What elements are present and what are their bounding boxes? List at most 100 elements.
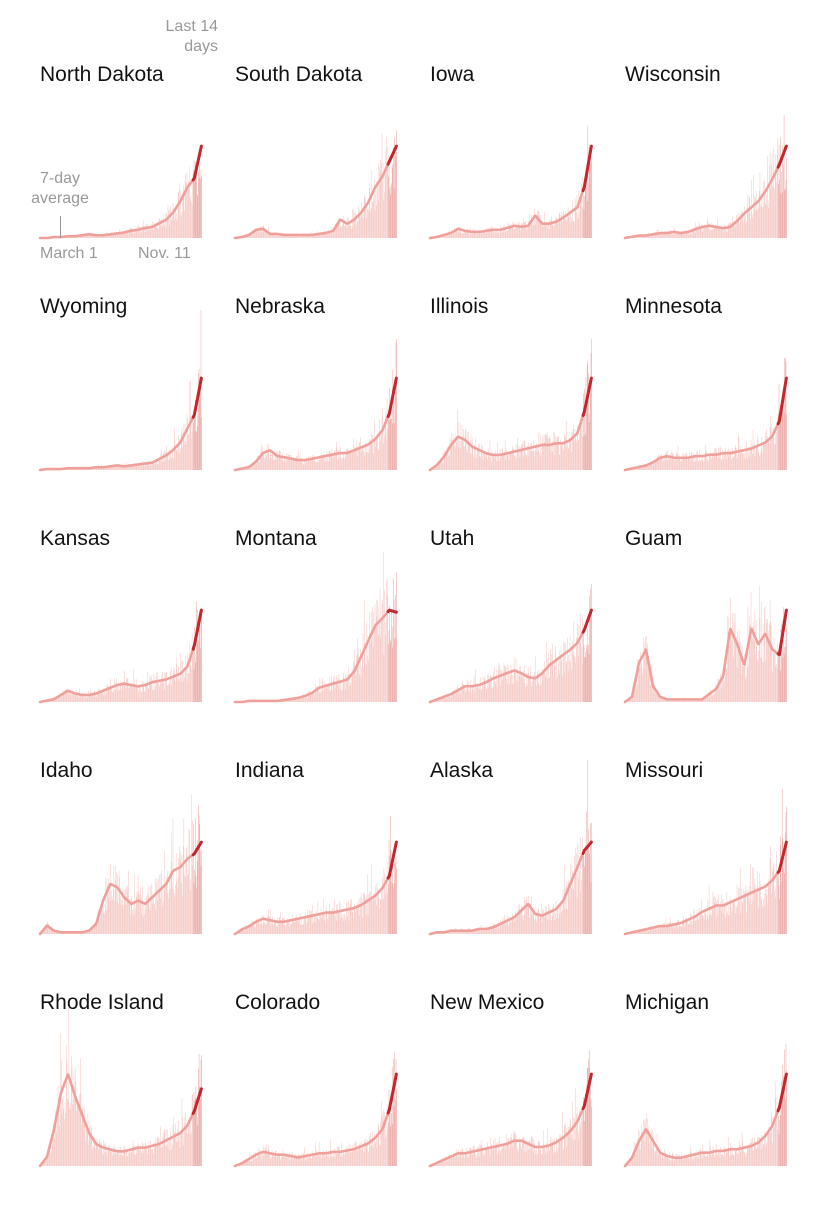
daily-case-bar bbox=[368, 211, 369, 238]
daily-case-bar bbox=[104, 1140, 105, 1166]
daily-case-bar bbox=[574, 440, 575, 470]
daily-case-bar bbox=[533, 678, 534, 702]
daily-case-bar bbox=[57, 1118, 58, 1166]
daily-case-bar bbox=[256, 1158, 257, 1166]
daily-case-bar bbox=[113, 866, 114, 934]
daily-case-bar bbox=[351, 1152, 352, 1166]
daily-case-bar bbox=[530, 918, 531, 934]
daily-case-bar bbox=[690, 924, 691, 934]
daily-case-bar bbox=[579, 212, 580, 238]
daily-case-bar bbox=[158, 464, 159, 470]
daily-case-bar bbox=[727, 232, 728, 239]
daily-case-bar bbox=[517, 916, 518, 934]
daily-case-bar bbox=[709, 455, 710, 470]
daily-case-bar bbox=[511, 453, 512, 470]
daily-case-bar bbox=[324, 681, 325, 702]
daily-case-bar bbox=[745, 679, 746, 702]
daily-case-bar bbox=[437, 466, 438, 470]
daily-case-bar bbox=[118, 467, 119, 470]
daily-case-bar bbox=[740, 868, 741, 934]
daily-case-bar bbox=[170, 205, 171, 238]
daily-case-bar bbox=[114, 1153, 115, 1166]
daily-case-bar bbox=[184, 668, 185, 702]
daily-case-bar bbox=[177, 657, 178, 702]
daily-case-bar bbox=[511, 454, 512, 470]
daily-case-bar bbox=[773, 654, 774, 702]
daily-case-bar bbox=[383, 444, 384, 470]
daily-case-bar bbox=[309, 461, 310, 470]
daily-case-bar bbox=[735, 445, 736, 470]
daily-case-bar bbox=[511, 669, 512, 702]
daily-case-bar bbox=[478, 234, 479, 238]
daily-case-bar bbox=[765, 191, 766, 238]
daily-case-bar bbox=[96, 468, 97, 470]
daily-case-bar bbox=[640, 1149, 641, 1166]
daily-case-bar bbox=[126, 887, 127, 934]
daily-case-bar bbox=[727, 892, 728, 934]
daily-case-bar bbox=[326, 451, 327, 470]
daily-case-bar bbox=[727, 616, 728, 702]
daily-case-bar bbox=[554, 663, 555, 702]
daily-case-bar bbox=[718, 447, 719, 470]
daily-case-bar bbox=[376, 1138, 377, 1166]
daily-case-bar bbox=[384, 1128, 385, 1166]
daily-case-bar bbox=[382, 1117, 383, 1166]
daily-case-bar bbox=[168, 206, 169, 238]
daily-case-bar bbox=[361, 905, 362, 935]
daily-case-bar bbox=[138, 465, 139, 470]
daily-case-bar bbox=[450, 1157, 451, 1166]
daily-case-bar bbox=[504, 915, 505, 934]
daily-case-bar bbox=[772, 436, 773, 470]
daily-case-bar bbox=[469, 444, 470, 470]
daily-case-bar bbox=[297, 1158, 298, 1166]
daily-case-bar bbox=[103, 1155, 104, 1166]
daily-case-bar bbox=[173, 668, 174, 702]
daily-case-bar bbox=[464, 446, 465, 470]
daily-case-bar bbox=[178, 667, 179, 702]
daily-case-bar bbox=[732, 902, 733, 934]
daily-case-bar bbox=[734, 902, 735, 934]
daily-case-bar bbox=[514, 922, 515, 934]
daily-case-bar bbox=[95, 1149, 96, 1166]
daily-case-bar bbox=[168, 1146, 169, 1166]
daily-case-bar bbox=[108, 898, 109, 934]
daily-case-bar bbox=[555, 433, 556, 470]
daily-case-bar bbox=[643, 1119, 644, 1166]
daily-case-bar bbox=[771, 424, 772, 470]
daily-case-bar bbox=[276, 1157, 277, 1166]
daily-case-bar bbox=[321, 918, 322, 934]
daily-case-bar bbox=[188, 181, 189, 238]
daily-case-bar bbox=[130, 686, 131, 702]
state-chart bbox=[430, 1016, 592, 1202]
daily-case-bar bbox=[281, 457, 282, 470]
daily-case-bar bbox=[191, 439, 192, 470]
daily-case-bar bbox=[320, 1155, 321, 1166]
daily-case-bar bbox=[503, 672, 504, 702]
daily-case-bar bbox=[457, 686, 458, 702]
daily-case-bar bbox=[176, 450, 177, 470]
daily-case-bar bbox=[527, 227, 528, 238]
daily-case-bar bbox=[283, 462, 284, 470]
daily-case-bar bbox=[497, 231, 498, 238]
daily-case-bar bbox=[344, 1154, 345, 1166]
daily-case-bar bbox=[86, 698, 87, 702]
daily-case-bar bbox=[314, 915, 315, 934]
daily-case-bar bbox=[102, 1153, 103, 1166]
daily-case-bar bbox=[348, 455, 349, 470]
daily-case-bar bbox=[762, 208, 763, 238]
daily-case-bar bbox=[659, 927, 660, 934]
daily-case-bar bbox=[723, 459, 724, 470]
daily-case-bar bbox=[253, 1157, 254, 1166]
daily-case-bar bbox=[452, 932, 453, 934]
daily-case-bar bbox=[177, 1137, 178, 1166]
daily-case-bar bbox=[667, 451, 668, 470]
daily-case-bar bbox=[321, 908, 322, 934]
daily-case-bar bbox=[83, 695, 84, 702]
daily-case-bar bbox=[375, 191, 376, 238]
daily-case-bar bbox=[765, 660, 766, 702]
daily-case-bar bbox=[521, 677, 522, 702]
daily-case-bar bbox=[502, 449, 503, 470]
last-14-day-bar bbox=[396, 857, 397, 934]
daily-case-bar bbox=[339, 223, 340, 238]
daily-case-bar bbox=[87, 1132, 88, 1166]
